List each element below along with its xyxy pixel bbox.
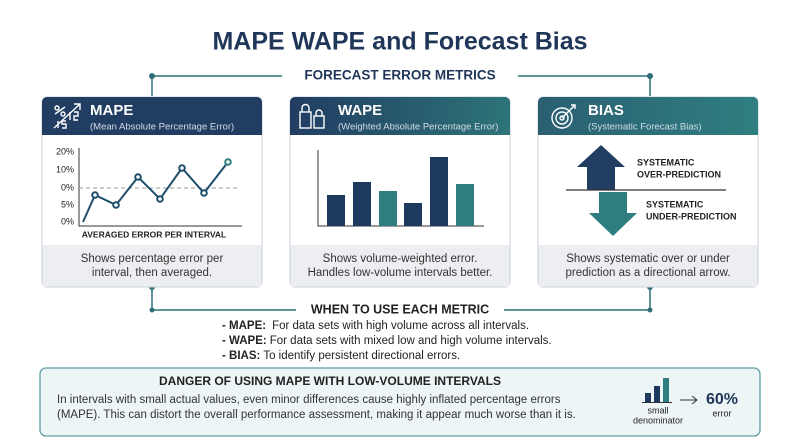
usage-text: For data sets with high volume across al… (272, 320, 529, 332)
denominator-label: small (647, 405, 668, 415)
usage-item: - WAPE: For data sets with mixed low and … (222, 335, 552, 347)
card-description: prediction as a directional arrow. (566, 267, 731, 279)
danger-body: In intervals with small actual values, e… (57, 394, 561, 406)
card-subtitle: (Systematic Forecast Bias) (588, 122, 702, 133)
error-line (82, 161, 229, 223)
axes (317, 150, 484, 227)
axis-label: 0% (61, 182, 74, 192)
axis-label: 20% (56, 146, 74, 156)
card-subtitle: (Mean Absolute Percentage Error) (90, 122, 234, 133)
bias-label: OVER-PREDICTION (637, 169, 721, 179)
card-title: WAPE (338, 102, 382, 119)
card-title: MAPE (90, 102, 133, 119)
axis-label: 0% (61, 216, 74, 226)
card-description: Shows systematic over or under (566, 253, 730, 265)
icon (299, 103, 325, 129)
usage-item: - MAPE: For data sets with high volume ac… (222, 320, 529, 332)
connector-dots (149, 73, 653, 313)
usage-text: To identify persistent directional error… (263, 350, 460, 362)
card-description: interval, then averaged. (92, 267, 212, 279)
chart-caption: AVERAGED ERROR PER INTERVAL (82, 229, 227, 239)
usage-term: - BIAS: (222, 350, 260, 362)
volume-bars (327, 157, 474, 226)
error-label: error (712, 408, 731, 418)
card-wape: WAPE (Weighted Absolute Percentage Error… (289, 96, 511, 288)
usage-heading: WHEN TO USE EACH METRIC (311, 302, 489, 316)
axis-label: 5% (61, 199, 74, 209)
card-description: Handles low-volume intervals better. (308, 267, 493, 279)
usage-item: - BIAS: To identify persistent directiona… (222, 350, 460, 362)
bias-label: UNDER-PREDICTION (646, 211, 737, 221)
usage-term: - WAPE: (222, 335, 267, 347)
section-label: FORECAST ERROR METRICS (304, 68, 495, 83)
axes (78, 148, 242, 227)
usage-term: - MAPE: (222, 320, 266, 332)
up-arrow (577, 145, 625, 190)
bias-label: SYSTEMATIC (646, 199, 704, 209)
card-bias: BIAS (Systematic Forecast Bias) SYSTEMAT… (537, 96, 759, 288)
error-points (91, 158, 232, 209)
card-description: Shows volume-weighted error. (323, 253, 478, 265)
icon (53, 103, 81, 129)
danger-box: DANGER OF USING MAPE WITH LOW-VOLUME INT… (39, 367, 761, 437)
usage-text: For data sets with mixed low and high vo… (270, 335, 552, 347)
card-description: Shows percentage error per (81, 253, 224, 265)
bias-label: SYSTEMATIC (637, 157, 695, 167)
card-title: BIAS (588, 102, 624, 119)
card-mape: MAPE (Mean Absolute Percentage Error) 20… (41, 96, 263, 288)
card-subtitle: (Weighted Absolute Percentage Error) (338, 122, 498, 133)
danger-heading: DANGER OF USING MAPE WITH LOW-VOLUME INT… (159, 374, 501, 388)
error-value: 60% (706, 391, 738, 408)
mini-bars (642, 378, 672, 403)
danger-body: (MAPE). This can distort the overall per… (57, 409, 576, 421)
title: MAPE WAPE and Forecast Bias (212, 28, 587, 56)
down-arrow (589, 192, 637, 236)
axis-label: 10% (56, 164, 74, 174)
denominator-label: denominator (633, 415, 683, 425)
icon (551, 104, 576, 129)
arrow (680, 395, 698, 405)
